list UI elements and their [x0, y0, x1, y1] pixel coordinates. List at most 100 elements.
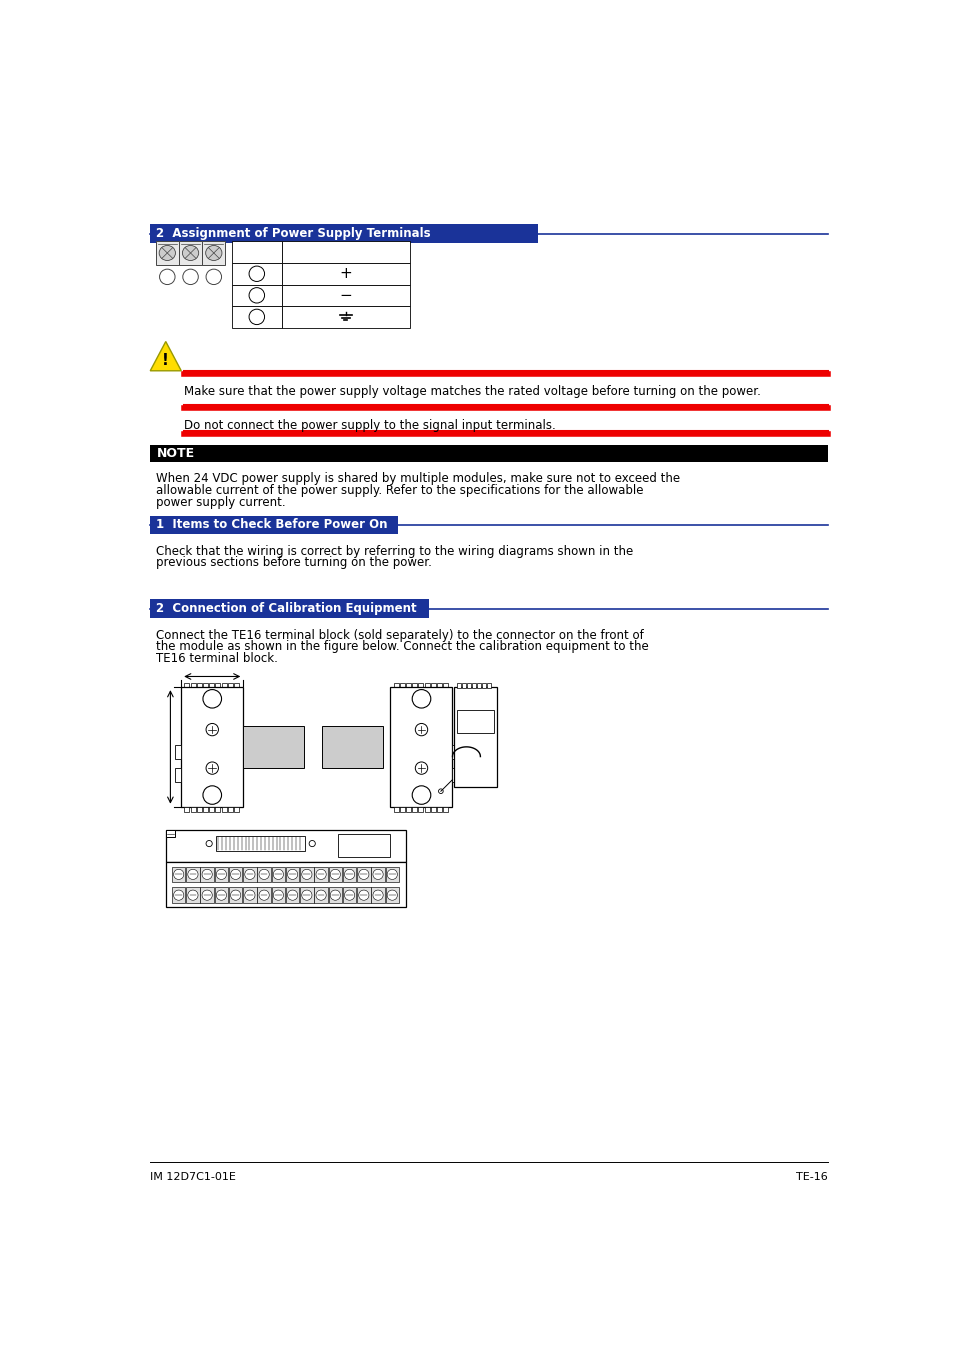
Bar	[282, 307, 410, 328]
Bar	[454, 688, 497, 788]
Circle shape	[206, 269, 221, 285]
Circle shape	[373, 869, 383, 880]
Text: TE-16: TE-16	[795, 1171, 827, 1182]
Bar	[394, 682, 398, 688]
Bar	[328, 867, 342, 882]
Bar	[431, 682, 436, 688]
Bar	[424, 682, 429, 688]
Bar	[181, 688, 243, 807]
Bar	[203, 682, 208, 688]
Bar	[257, 867, 271, 882]
Bar	[390, 688, 452, 807]
Bar	[184, 682, 189, 688]
Bar	[399, 807, 404, 812]
Bar	[452, 744, 458, 759]
Circle shape	[309, 840, 315, 847]
Circle shape	[415, 762, 427, 774]
Text: the module as shown in the figure below. Connect the calibration equipment to th: the module as shown in the figure below.…	[156, 640, 649, 654]
Text: Make sure that the power supply voltage matches the rated voltage before turning: Make sure that the power supply voltage …	[183, 385, 760, 397]
Circle shape	[203, 786, 221, 804]
Circle shape	[203, 689, 221, 708]
Text: +: +	[339, 266, 352, 281]
Ellipse shape	[159, 246, 175, 261]
Bar	[385, 888, 398, 902]
Bar	[443, 807, 448, 812]
Circle shape	[412, 689, 431, 708]
Circle shape	[358, 869, 369, 880]
Ellipse shape	[206, 246, 222, 261]
Ellipse shape	[182, 246, 198, 261]
Circle shape	[273, 890, 283, 900]
Bar	[412, 682, 416, 688]
Circle shape	[301, 890, 312, 900]
Bar	[233, 682, 238, 688]
Text: Check that the wiring is correct by referring to the wiring diagrams shown in th: Check that the wiring is correct by refe…	[156, 544, 633, 558]
Bar	[456, 682, 460, 688]
Bar	[399, 682, 404, 688]
Bar	[282, 285, 410, 307]
Text: When 24 VDC power supply is shared by multiple modules, make sure not to exceed : When 24 VDC power supply is shared by mu…	[156, 473, 679, 485]
Bar	[232, 307, 282, 328]
Bar	[232, 263, 282, 285]
Circle shape	[387, 869, 397, 880]
Bar	[221, 682, 226, 688]
Circle shape	[202, 869, 213, 880]
Bar	[456, 711, 493, 734]
Bar	[229, 888, 242, 902]
Text: −: −	[339, 288, 352, 303]
Bar	[166, 830, 406, 862]
Bar	[314, 888, 328, 902]
Circle shape	[206, 762, 218, 774]
Bar	[228, 682, 233, 688]
Bar	[406, 682, 411, 688]
Text: TE16 terminal block.: TE16 terminal block.	[156, 651, 278, 665]
Bar	[282, 263, 410, 285]
Bar	[184, 807, 189, 812]
Bar	[221, 807, 226, 812]
Bar	[215, 807, 220, 812]
Circle shape	[412, 786, 431, 804]
Bar	[216, 836, 305, 851]
Bar	[243, 888, 256, 902]
Bar	[229, 867, 242, 882]
Bar	[282, 242, 410, 263]
Bar	[300, 888, 314, 902]
Bar	[337, 835, 390, 858]
Circle shape	[249, 309, 264, 324]
Bar	[371, 888, 384, 902]
Bar	[487, 682, 491, 688]
Bar	[342, 888, 355, 902]
Bar	[191, 807, 195, 812]
Text: 2  Assignment of Power Supply Terminals: 2 Assignment of Power Supply Terminals	[156, 227, 431, 240]
Bar	[186, 888, 199, 902]
Text: previous sections before turning on the power.: previous sections before turning on the …	[156, 557, 432, 569]
Circle shape	[330, 869, 340, 880]
Bar	[232, 285, 282, 307]
Bar	[174, 744, 181, 759]
Bar	[200, 888, 213, 902]
Bar	[272, 867, 285, 882]
Bar	[476, 682, 480, 688]
Bar	[186, 867, 199, 882]
Circle shape	[415, 723, 427, 736]
Circle shape	[287, 869, 297, 880]
Circle shape	[183, 269, 198, 285]
Circle shape	[287, 890, 297, 900]
Circle shape	[315, 869, 326, 880]
Bar	[202, 242, 225, 265]
Circle shape	[249, 266, 264, 281]
Circle shape	[188, 890, 198, 900]
Circle shape	[249, 288, 264, 303]
Text: allowable current of the power supply. Refer to the specifications for the allow: allowable current of the power supply. R…	[156, 484, 643, 497]
Circle shape	[387, 890, 397, 900]
Circle shape	[173, 890, 184, 900]
Bar	[233, 807, 238, 812]
Circle shape	[373, 890, 383, 900]
Bar	[174, 769, 181, 782]
Bar	[328, 888, 342, 902]
Bar	[424, 807, 429, 812]
Bar	[196, 682, 201, 688]
Bar	[179, 242, 202, 265]
Text: IM 12D7C1-01E: IM 12D7C1-01E	[150, 1171, 236, 1182]
Bar	[214, 888, 228, 902]
